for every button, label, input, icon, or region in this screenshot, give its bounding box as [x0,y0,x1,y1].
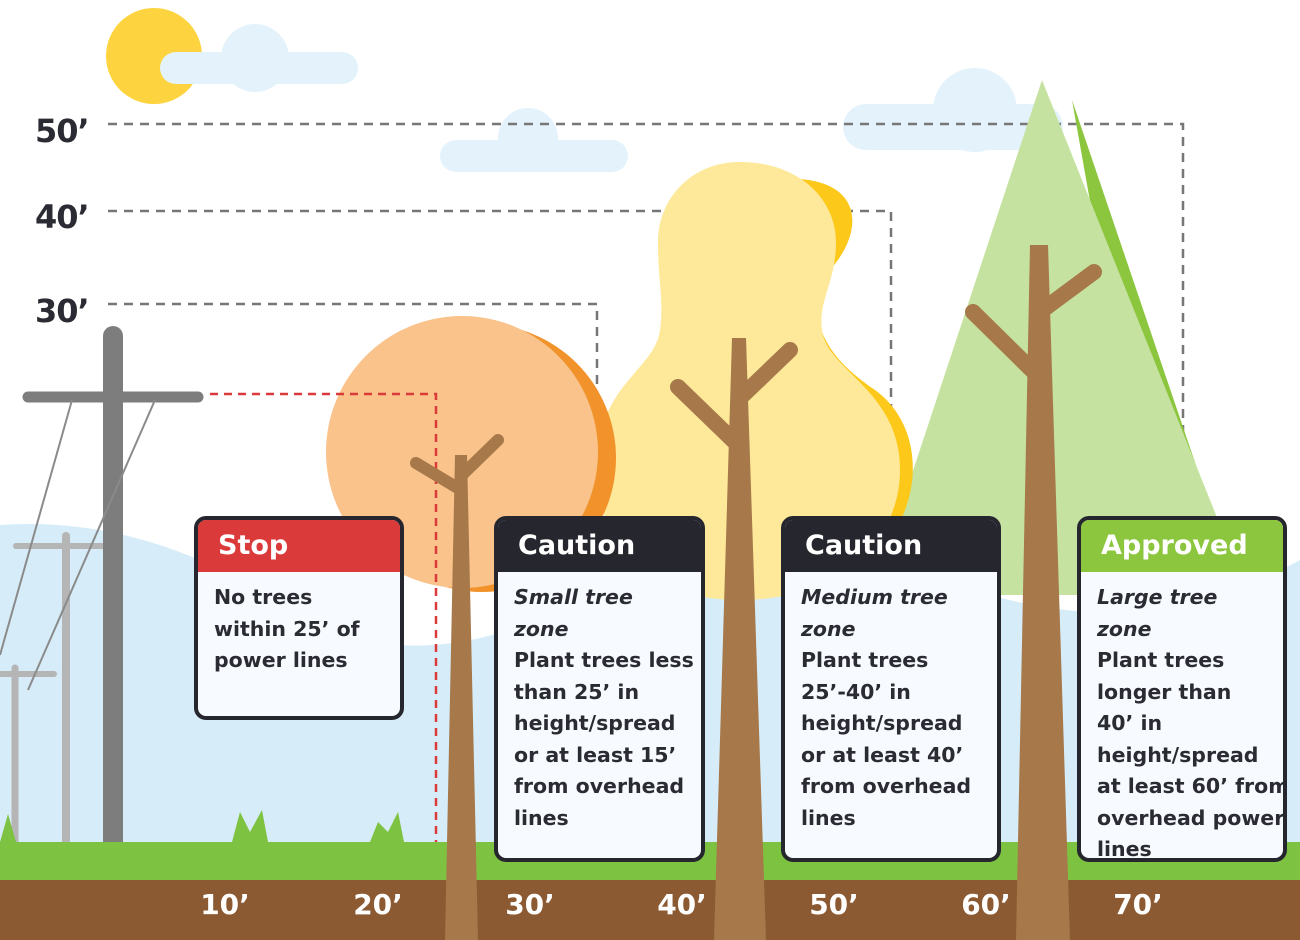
trunks [410,245,1102,940]
stop-line-1: No trees [214,585,313,609]
large-line-1: Plant trees [1097,648,1225,672]
small-card-body: Small tree zone Plant trees less than 25… [498,572,701,834]
distance-label-40: 40’ [657,888,707,921]
large-line-3: 40’ in [1097,711,1163,735]
medium-card-zone: Medium tree zone [801,585,948,641]
stop-line-3: power lines [214,648,348,672]
cloud-2 [440,108,628,172]
medium-line-4: or at least 40’ [801,742,964,767]
stop-card: Stop No trees within 25’ of power lines [194,516,404,720]
stop-card-body: No trees within 25’ of power lines [198,572,400,677]
utility-poles [0,326,204,859]
height-label-50: 50’ [35,112,90,150]
large-card-body: Large tree zone Plant trees longer than … [1081,572,1287,861]
guide-50 [108,122,1185,520]
large-card-zone: Large tree zone [1097,585,1218,641]
medium-line-2: 25’-40’ in [801,679,911,704]
distance-label-30: 30’ [505,888,555,921]
stop-card-title: Stop [198,520,400,572]
distance-label-10: 10’ [200,888,250,921]
large-line-7: lines [1097,837,1152,861]
medium-tree-card: Caution Medium tree zone Plant trees 25’… [781,516,1001,862]
large-card-title: Approved [1081,520,1283,572]
large-line-2: longer than [1097,679,1232,704]
medium-line-6: lines [801,805,856,830]
guide-40 [108,209,893,520]
medium-line-1: Plant trees [801,648,929,672]
small-line-5: from overhead [514,774,685,798]
large-tree-card: Approved Large tree zone Plant trees lon… [1077,516,1287,862]
large-tree-canopy [872,80,1248,595]
distance-label-70: 70’ [1113,888,1163,921]
distance-label-60: 60’ [961,888,1011,921]
small-line-2: than 25’ in [514,679,640,704]
medium-line-3: height/spread [801,711,963,735]
medium-card-body: Medium tree zone Plant trees 25’-40’ in … [785,572,997,834]
large-line-6: overhead power [1097,805,1285,830]
small-tree-card: Caution Small tree zone Plant trees less… [494,516,705,862]
cloud-3 [843,68,1063,152]
distance-label-50: 50’ [809,888,859,921]
medium-card-title: Caution [785,520,997,572]
cloud-1 [160,24,358,92]
small-line-4: or at least 15’ [514,742,677,767]
height-label-40: 40’ [35,198,90,236]
small-line-6: lines [514,805,569,830]
small-card-zone: Small tree zone [514,585,633,641]
grass-tufts [0,810,404,842]
small-card-title: Caution [498,520,701,572]
power-lines [0,399,156,691]
stop-line-2: within 25’ of [214,616,360,641]
medium-line-5: from overhead [801,774,972,798]
large-line-4: height/spread [1097,742,1259,767]
distance-label-20: 20’ [353,888,403,921]
large-line-5: at least 60’ from [1097,774,1287,798]
small-line-1: Plant trees less [514,648,694,672]
small-line-3: height/spread [514,711,676,735]
soil [0,880,1300,940]
stop-guide [210,392,438,855]
height-label-30: 30’ [35,292,90,330]
